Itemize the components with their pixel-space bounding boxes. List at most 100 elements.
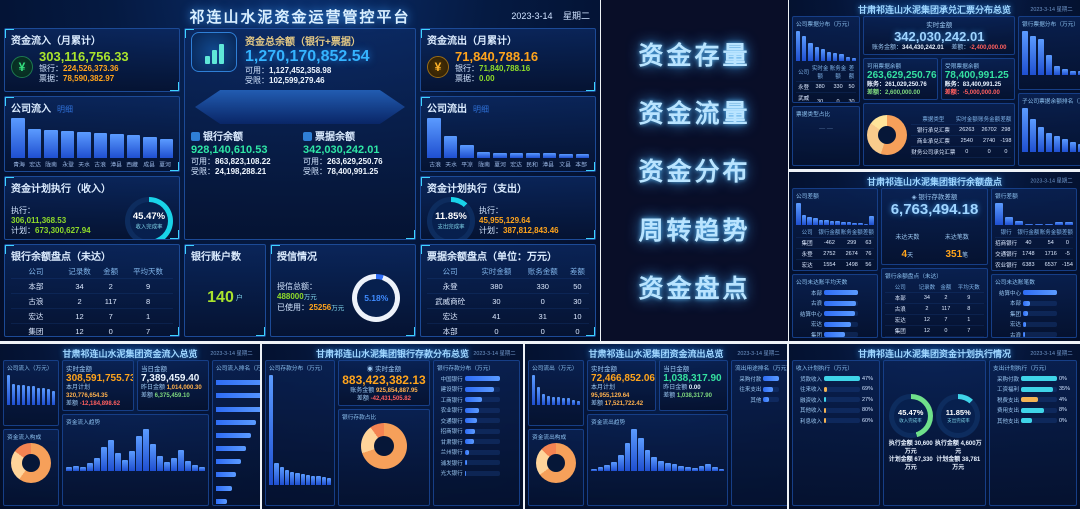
tr-empty-note: — —: [819, 126, 833, 132]
menu-item-fund-flow[interactable]: 资金流量: [638, 100, 751, 129]
b2-donut-panel: 银行存款占比: [338, 409, 430, 506]
credit-used: 25256: [309, 303, 332, 312]
total-available: 1,127,452,358.98: [269, 66, 332, 75]
b1-rank-hbar-chart: [215, 372, 260, 505]
tr-donut-panel: 票据类型 实时金额 账务金额 差额 银行承兑汇票 26263 26702 298 商业承兑汇票 2…: [863, 103, 1016, 166]
mr-days-value: 4: [901, 249, 908, 260]
mr-bank-diff-chart: [995, 203, 1073, 225]
inflow-bank-value: 224,526,373.36: [63, 64, 119, 73]
tr-date: 2023-3-14 星期二: [1030, 7, 1073, 13]
tr-bill-type-table: 票据类型 实时金额 账务金额 差额 银行承兑汇票 26263 26702 298 商业承兑汇票 2…: [911, 112, 1012, 158]
mr-company-diff-table: 公司 银行金额 账务金额 差额 集团 -462 299 63 永登 2752 2674 76 宏达 155…: [796, 227, 874, 271]
dashboard-bank-balance-check[interactable]: 甘肃祁连山水泥集团银行余额盘点 2023-3-14 星期二 公司差额 公司 银行金…: [789, 172, 1080, 341]
tr-limited-panel: 受限票据余额 78,400,991.25 账务：83,400,991.25 差额…: [940, 58, 1016, 100]
b4-income-plan-panel: 收入计划执行（万元） 货款收入 47% 往来收入 69% 融资收入 27% 其他收入 80% 利…: [792, 360, 880, 506]
menu-item-fund-inventory[interactable]: 资金盘点: [638, 274, 751, 303]
b3-company-bar-chart: [532, 375, 580, 405]
company-inflow-x-labels: 青海 宏达 陇南 永登 天水 古浪 漳县 西藏 成县 夏河: [13, 162, 171, 169]
mr-count-hbar-chart: 结算中心 本部 集团 宏达 古浪: [995, 289, 1073, 338]
b1-today-panel: 当日金额 7,389,459.40 昨日金额 1,014,000.30 差额 6…: [136, 360, 209, 411]
credit-title: 授信情况: [277, 252, 317, 263]
b4-title: 甘肃祁连山水泥集团资金计划执行情况: [857, 349, 1011, 359]
b1-date: 2023-3-14 星期二: [210, 351, 253, 357]
b3-realtime-panel: 实时金额 72,466,852.06 本月计划 95,955,129.64 差额…: [587, 360, 657, 411]
outflow-bill-value: 0.00: [479, 74, 495, 83]
section-menu: 资金存量 资金流量 资金分布 周转趋势 资金盘点: [601, 0, 788, 341]
b3-company-chart-panel: 公司流出（万元）: [528, 360, 585, 426]
page-title: 祁连山水泥资金运营管控平台: [189, 9, 411, 26]
accounts-count: 140: [207, 289, 234, 306]
b1-realtime-value: 308,591,755.73: [66, 373, 134, 384]
b3-trend-panel: 资金流出趋势: [587, 414, 729, 506]
tr-bank-chart-panel: 银行票据分布（万元）: [1018, 16, 1080, 90]
plan-expense-title: 资金计划执行（支出）: [427, 184, 527, 195]
panel-total-balance: 资金总余额（银行+票据） 1,270,170,852.54 可用：1,127,4…: [184, 28, 416, 240]
panel-company-outflow: 公司流出 明细 古浪 天水 平凉 陇南 夏河 宏达 民和 漳县 文县 本部: [420, 96, 596, 172]
company-outflow-title: 公司流出: [427, 104, 467, 115]
b1-title: 甘肃祁连山水泥集团资金流入总览: [62, 349, 198, 359]
menu-item-fund-distribution[interactable]: 资金分布: [638, 158, 751, 187]
tr-available-value: 263,629,250.76: [867, 70, 937, 81]
panel-bank-accounts: 银行账户数 140 户: [184, 244, 266, 337]
tr-bill-type-donut: [867, 114, 908, 155]
bar-chart-icon: [191, 32, 237, 72]
b4-gauges-panel: 45.47% 收入完成率 执行金额 30,600万元 计划金额 67,330万元 …: [883, 360, 986, 506]
dashboard-outflow-overview[interactable]: 甘肃祁连山水泥集团资金流出总览 2023-3-14 星期二 公司流出（万元） 资…: [525, 344, 787, 509]
panel-outflow: 资金流出（月累计） ¥ 71,840,788.16 银行：71,840,788.…: [420, 28, 596, 92]
tr-bank-bar-chart: [1022, 31, 1080, 75]
inflow-bill-value: 78,590,382.97: [63, 74, 115, 83]
company-inflow-detail-link[interactable]: 明细: [57, 105, 73, 114]
bank-icon: [191, 132, 200, 141]
outflow-total: 71,840,788.16: [455, 49, 539, 64]
inflow-title: 资金流入（月累计）: [11, 36, 101, 47]
bill-check-table: 公司 实时金额 账务金额 差额 永登 380 330 50 武威商砼 30 0 30 宏达 41 31 10 本…: [427, 265, 589, 336]
dashboard-bill-distribution[interactable]: 甘肃祁连山水泥集团承兑汇票分布总览 2023-3-14 星期二 公司票据分布（万…: [789, 0, 1080, 169]
outflow-coin-icon: ¥: [427, 55, 449, 78]
date-display: 2023-3-14 星期二: [503, 9, 590, 22]
b2-deposit-donut: [360, 423, 407, 469]
tr-company-bar-chart: [796, 31, 857, 61]
main-header: 祁连山水泥资金运营管控平台 2023-3-14 星期二: [0, 0, 600, 26]
main-dashboard: 祁连山水泥资金运营管控平台 2023-3-14 星期二 资金流入（月累计） ¥ …: [0, 0, 600, 341]
b2-center-panel: ◉ 实时金额 883,423,382.13 账务金额 925,854,887.9…: [338, 360, 430, 406]
bank-limited: 24,198,288.21: [215, 167, 267, 176]
company-outflow-detail-link[interactable]: 明细: [473, 105, 489, 114]
b4-expense-plan-panel: 支出计划执行（万元） 采购付款 0% 工资福利 35% 税费支出 4% 费用支出 8% 其他支出…: [989, 360, 1077, 506]
inflow-coin-icon: ¥: [11, 55, 33, 78]
menu-item-fund-stock[interactable]: 资金存量: [638, 42, 751, 71]
credit-total: 488000: [277, 292, 304, 301]
tr-realtime-value: 342,030,242.01: [894, 29, 985, 44]
bill-balance-value: 342,030,242.01: [303, 144, 380, 156]
plan-expense-exec: 45,955,129.64: [479, 216, 531, 225]
company-outflow-bar-chart: [427, 118, 589, 158]
b1-company-bar-chart: [7, 375, 55, 405]
b3-today-panel: 当日金额 1,038,317.90 昨日金额 0.00 差额 1,038,317…: [659, 360, 729, 411]
panel-bill-check: 票据余额盘点（单位：万元） 公司 实时金额 账务金额 差额 永登 380 330 50 武威商砼…: [420, 244, 596, 337]
mr-company-diff-panel: 公司差额 公司 银行金额 账务金额 差额 集团 -462 299 63 永登 2752 2674 76…: [792, 188, 878, 272]
dashboard-inflow-overview[interactable]: 甘肃祁连山水泥集团资金流入总览 2023-3-14 星期二 公司流入（万元） 资…: [0, 344, 260, 509]
mr-bank-diff-table: 银行 银行金额 账务金额 差额 招商银行 40 54 0 交通银行 1748 1716 -5 农业银行 6…: [995, 227, 1073, 271]
tr-rank-bar-chart: [1022, 107, 1080, 152]
b3-rank-hbar-chart: 采购付款 往来支出 其他: [735, 375, 787, 404]
b3-outflow-donut: [536, 442, 576, 483]
panel-inflow: 资金流入（月累计） ¥ 303,116,756.33 银行：224,526,37…: [4, 28, 180, 92]
bill-available: 263,629,250.76: [327, 157, 383, 166]
mr-bank-diff-panel: 银行差额 银行 银行金额 账务金额 差额 招商银行 40 54 0 交通银行 1748 1716 -5…: [991, 188, 1077, 272]
dashboard-deposit-distribution[interactable]: 甘肃祁连山水泥集团银行存款分布总览 2023-3-14 星期二 公司存款分布（万…: [262, 344, 523, 509]
b3-today-value: 1,038,317.90: [663, 373, 722, 384]
panel-company-inflow: 公司流入 明细 青海 宏达 陇南 永登 天水 古浪 漳县 西藏 成县 夏河: [4, 96, 180, 172]
b3-composition-panel: 资金流出构成: [528, 428, 585, 506]
tr-rank-chart-panel: 子公司票据余额排名（万元）: [1018, 92, 1080, 166]
b2-company-chart-panel: 公司存款分布（万元）: [265, 360, 336, 506]
menu-item-turnover-trend[interactable]: 周转趋势: [638, 216, 751, 245]
weekday-value: 星期二: [562, 11, 590, 21]
b1-trend-panel: 资金流入趋势: [62, 414, 209, 506]
dashboard-plan-execution[interactable]: 甘肃祁连山水泥集团资金计划执行情况 2023-3-14 星期二 收入计划执行（万…: [789, 344, 1080, 509]
mr-title: 甘肃祁连山水泥集团银行余额盘点: [866, 177, 1002, 187]
b3-title: 甘肃祁连山水泥集团资金流出总览: [588, 349, 724, 359]
tr-title: 甘肃祁连山水泥集团承兑汇票分布总览: [857, 5, 1011, 15]
tr-available-panel: 可用票据余额 263,629,250.76 账务：261,029,250.76 …: [863, 58, 938, 100]
outflow-title: 资金流出（月累计）: [427, 36, 517, 47]
bank-balance-block: 银行余额 928,140,610.53 可用：863,823,108.22 受限…: [191, 128, 297, 177]
